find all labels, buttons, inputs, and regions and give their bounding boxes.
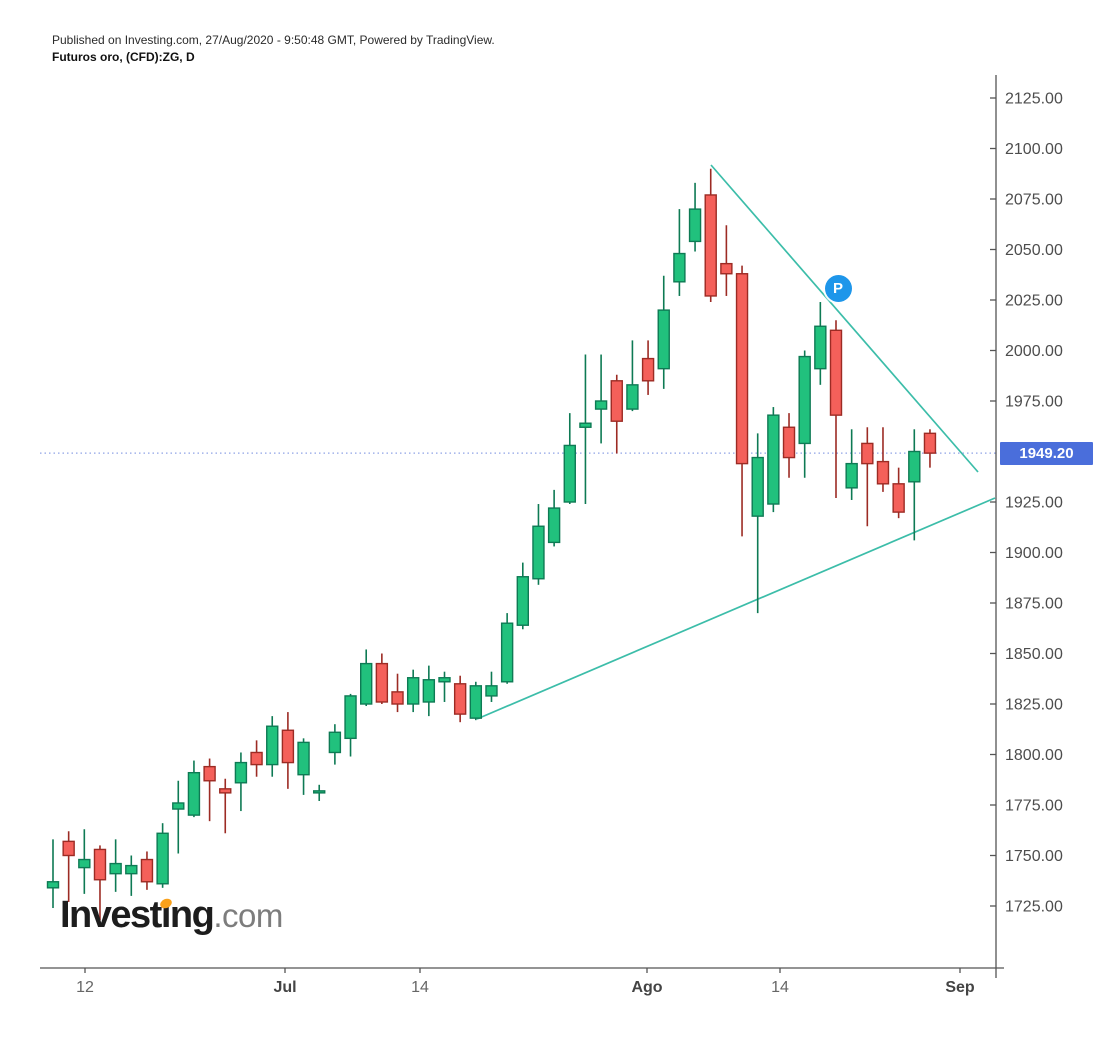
investing-logo: Investı ng.com xyxy=(60,894,283,937)
candle[interactable] xyxy=(109,839,122,892)
time-axis-label: 14 xyxy=(771,979,789,996)
candle[interactable] xyxy=(375,653,389,705)
candle[interactable] xyxy=(297,738,310,795)
price-axis-label: 1725.00 xyxy=(1005,899,1063,916)
instrument-title: Futuros oro, (CFD):ZG, D xyxy=(52,50,195,64)
price-axis-label: 1775.00 xyxy=(1005,798,1063,815)
candle[interactable] xyxy=(704,168,717,303)
candle[interactable] xyxy=(46,839,60,909)
price-axis-label: 1750.00 xyxy=(1005,848,1063,865)
candles-series xyxy=(46,168,937,921)
candle[interactable] xyxy=(892,467,905,519)
candle[interactable] xyxy=(845,429,858,500)
candle[interactable] xyxy=(720,225,733,296)
candle[interactable] xyxy=(829,320,843,498)
candle[interactable] xyxy=(140,851,154,890)
candle[interactable] xyxy=(767,407,780,513)
logo-suffix-text: .com xyxy=(213,897,283,934)
candle[interactable] xyxy=(344,693,357,757)
logo-brand-text: Investı ng xyxy=(60,894,215,936)
price-axis-label: 1800.00 xyxy=(1005,747,1063,764)
position-marker[interactable]: P xyxy=(824,274,852,302)
candle[interactable] xyxy=(391,673,404,713)
current-price-badge: 1949.20 xyxy=(1000,442,1093,465)
candle[interactable] xyxy=(751,433,764,614)
price-axis-label: 1825.00 xyxy=(1005,697,1063,714)
candle[interactable] xyxy=(78,829,91,894)
time-axis: 12 Jul 14 Ago 14 Sep xyxy=(76,968,975,996)
time-axis-label: 12 xyxy=(76,979,94,996)
price-axis-label: 2025.00 xyxy=(1005,293,1063,310)
candle[interactable] xyxy=(782,413,796,478)
candle[interactable] xyxy=(234,752,248,812)
price-axis-label: 2050.00 xyxy=(1005,242,1063,259)
candle[interactable] xyxy=(688,182,702,252)
candle[interactable] xyxy=(516,562,529,630)
candle[interactable] xyxy=(563,413,576,505)
candle[interactable] xyxy=(626,340,639,412)
candle[interactable] xyxy=(547,489,561,547)
candle[interactable] xyxy=(187,760,201,818)
candle[interactable] xyxy=(657,275,670,389)
candle[interactable] xyxy=(610,374,623,454)
price-axis-label: 2075.00 xyxy=(1005,192,1063,209)
candle[interactable] xyxy=(641,340,655,395)
candle[interactable] xyxy=(406,669,420,713)
candle[interactable] xyxy=(125,855,138,896)
candle[interactable] xyxy=(172,780,185,854)
candle[interactable] xyxy=(219,778,232,834)
candle[interactable] xyxy=(62,831,75,902)
candle[interactable] xyxy=(422,665,436,717)
candle[interactable] xyxy=(673,209,686,296)
price-axis-label: 1875.00 xyxy=(1005,596,1063,613)
candle[interactable] xyxy=(594,354,608,444)
candle[interactable] xyxy=(500,613,514,684)
price-axis-label: 2000.00 xyxy=(1005,343,1063,360)
candle[interactable] xyxy=(93,845,107,921)
candle[interactable] xyxy=(485,671,498,702)
candle[interactable] xyxy=(876,427,890,492)
price-axis-label: 1850.00 xyxy=(1005,646,1063,663)
candle[interactable] xyxy=(203,758,216,822)
candle[interactable] xyxy=(735,265,749,537)
trendline-ascending-support[interactable] xyxy=(476,497,996,720)
time-axis-label: Sep xyxy=(945,979,975,996)
candle[interactable] xyxy=(798,350,811,478)
candle[interactable] xyxy=(328,724,342,765)
price-axis-label: 2125.00 xyxy=(1005,91,1063,108)
price-axis-label: 1975.00 xyxy=(1005,394,1063,411)
candle[interactable] xyxy=(156,823,169,888)
candle[interactable] xyxy=(908,429,921,541)
price-axis-label: 1925.00 xyxy=(1005,495,1063,512)
candle[interactable] xyxy=(861,427,874,527)
price-axis-label: 1900.00 xyxy=(1005,545,1063,562)
candle[interactable] xyxy=(360,649,373,707)
candle[interactable] xyxy=(438,671,451,702)
price-axis-label: 2100.00 xyxy=(1005,141,1063,158)
candle[interactable] xyxy=(923,429,937,468)
trendlines xyxy=(476,164,996,720)
candle[interactable] xyxy=(453,675,467,723)
trendline-descending-resistance[interactable] xyxy=(710,164,979,473)
candle[interactable] xyxy=(469,681,483,721)
candle[interactable] xyxy=(579,354,592,505)
candle[interactable] xyxy=(250,740,263,777)
candle[interactable] xyxy=(814,302,827,385)
candle[interactable] xyxy=(281,712,295,789)
published-caption: Published on Investing.com, 27/Aug/2020 … xyxy=(52,33,495,47)
candle[interactable] xyxy=(313,784,326,801)
time-axis-label: Jul xyxy=(273,979,296,996)
price-axis: 2125.00 2100.00 2075.00 2050.00 2025.00 2000.… xyxy=(990,91,1063,916)
time-axis-label: 14 xyxy=(411,979,429,996)
candle[interactable] xyxy=(266,716,279,777)
time-axis-label: Ago xyxy=(631,979,662,996)
candle[interactable] xyxy=(532,504,545,585)
